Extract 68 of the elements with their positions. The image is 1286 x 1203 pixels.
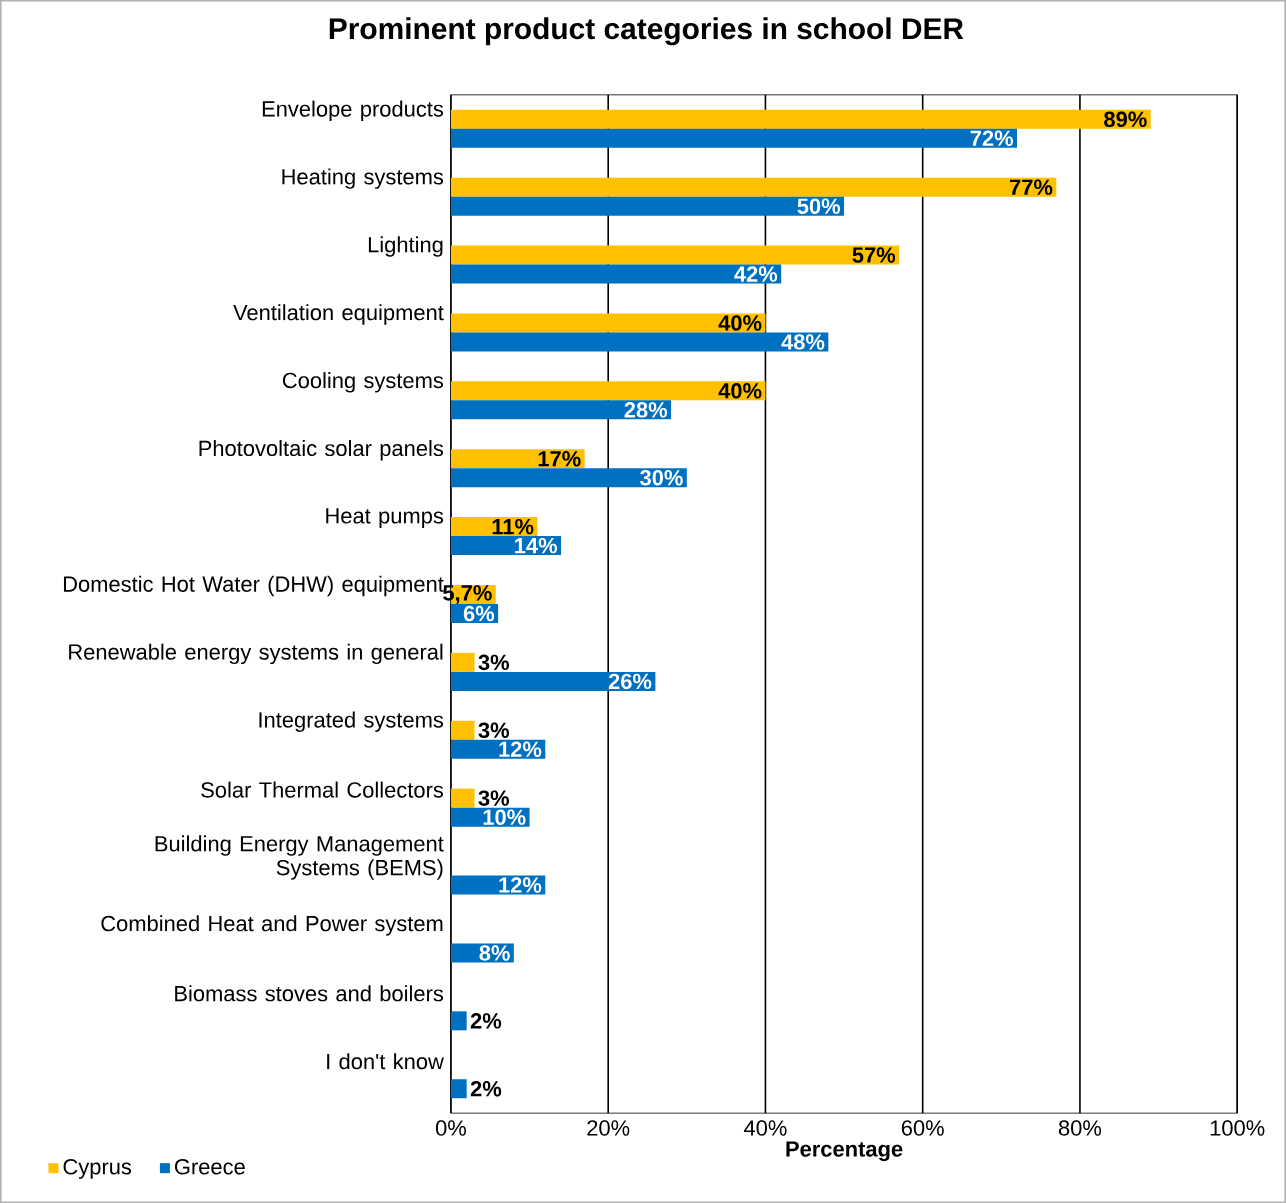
data-label: 89% [1104,111,1147,128]
data-label: 77% [1010,179,1053,195]
legend-label: Cyprus [63,1159,132,1179]
y-tick-label: Building Energy Management Systems (BEMS) [155,835,444,880]
x-tick-label: 20% [587,1120,630,1136]
data-label: 28% [624,402,668,418]
data-label: 14% [515,537,558,554]
y-tick-label: Envelope products [262,100,444,121]
y-tick-label: Domestic Hot Water (DHW) equipment [63,575,444,597]
data-label: 30% [640,469,683,486]
y-tick-label: Integrated systems [259,711,444,732]
data-label: 12% [499,877,542,893]
y-tick-label: I don't know [327,1053,444,1070]
bar [450,196,845,216]
data-label: 3% [478,790,510,806]
x-tick-label: 60% [901,1120,944,1136]
y-tick-label: Cooling systems [282,372,444,393]
x-tick-label: 100% [1210,1120,1265,1136]
data-label: 3% [478,722,510,739]
bar [450,128,1018,148]
bar [450,177,1057,197]
x-tick-label: 40% [744,1120,787,1136]
data-label: 6% [463,605,495,622]
bar [450,652,475,672]
y-tick-label: Renewable energy systems in general [69,643,443,665]
y-tick-label: Photovoltaic solar panels [199,440,444,461]
data-label: 2% [470,1081,502,1097]
data-label: 50% [797,198,841,214]
data-label: 42% [734,266,778,282]
bar [450,788,475,808]
chart-title: Prominent product categories in school DER [329,17,964,46]
data-label: 2% [470,1013,502,1029]
data-label: 40% [718,315,762,331]
data-label: 11% [492,518,534,535]
x-tick-label: 80% [1058,1120,1102,1136]
data-label: 72% [970,130,1014,147]
bar [450,264,782,284]
y-tick-label: Ventilation equipment [233,304,444,325]
bar [450,109,1151,129]
y-tick-label: Solar Thermal Collectors [201,781,444,798]
x-tick-label: 0% [435,1120,466,1136]
data-label: 12% [499,741,542,758]
data-label: 26% [608,673,652,690]
bar [450,400,672,420]
legend-label: Greece [174,1159,245,1175]
y-tick-label: Lighting [368,236,443,257]
bar [450,313,766,333]
data-label: 48% [781,334,825,350]
bar [450,720,475,740]
x-axis-title: Percentage [786,1141,903,1162]
y-tick-label: Heating systems [282,168,444,189]
bar [450,245,900,265]
bar [450,671,656,691]
bar [450,332,829,352]
bar [450,381,766,401]
bar [450,1011,467,1031]
bar [450,1079,467,1099]
data-label: 8% [479,945,510,961]
y-tick-label: Heat pumps [326,508,444,528]
y-tick-label: Biomass stoves and boilers [175,985,444,1002]
y-tick-label: Combined Heat and Power system [101,915,443,936]
data-label: 10% [483,809,526,825]
bar [450,449,585,469]
bar [450,468,687,488]
data-label: 17% [538,451,581,467]
data-label: 3% [478,654,510,671]
data-label: 40% [718,383,762,399]
data-label: 57% [852,247,896,263]
